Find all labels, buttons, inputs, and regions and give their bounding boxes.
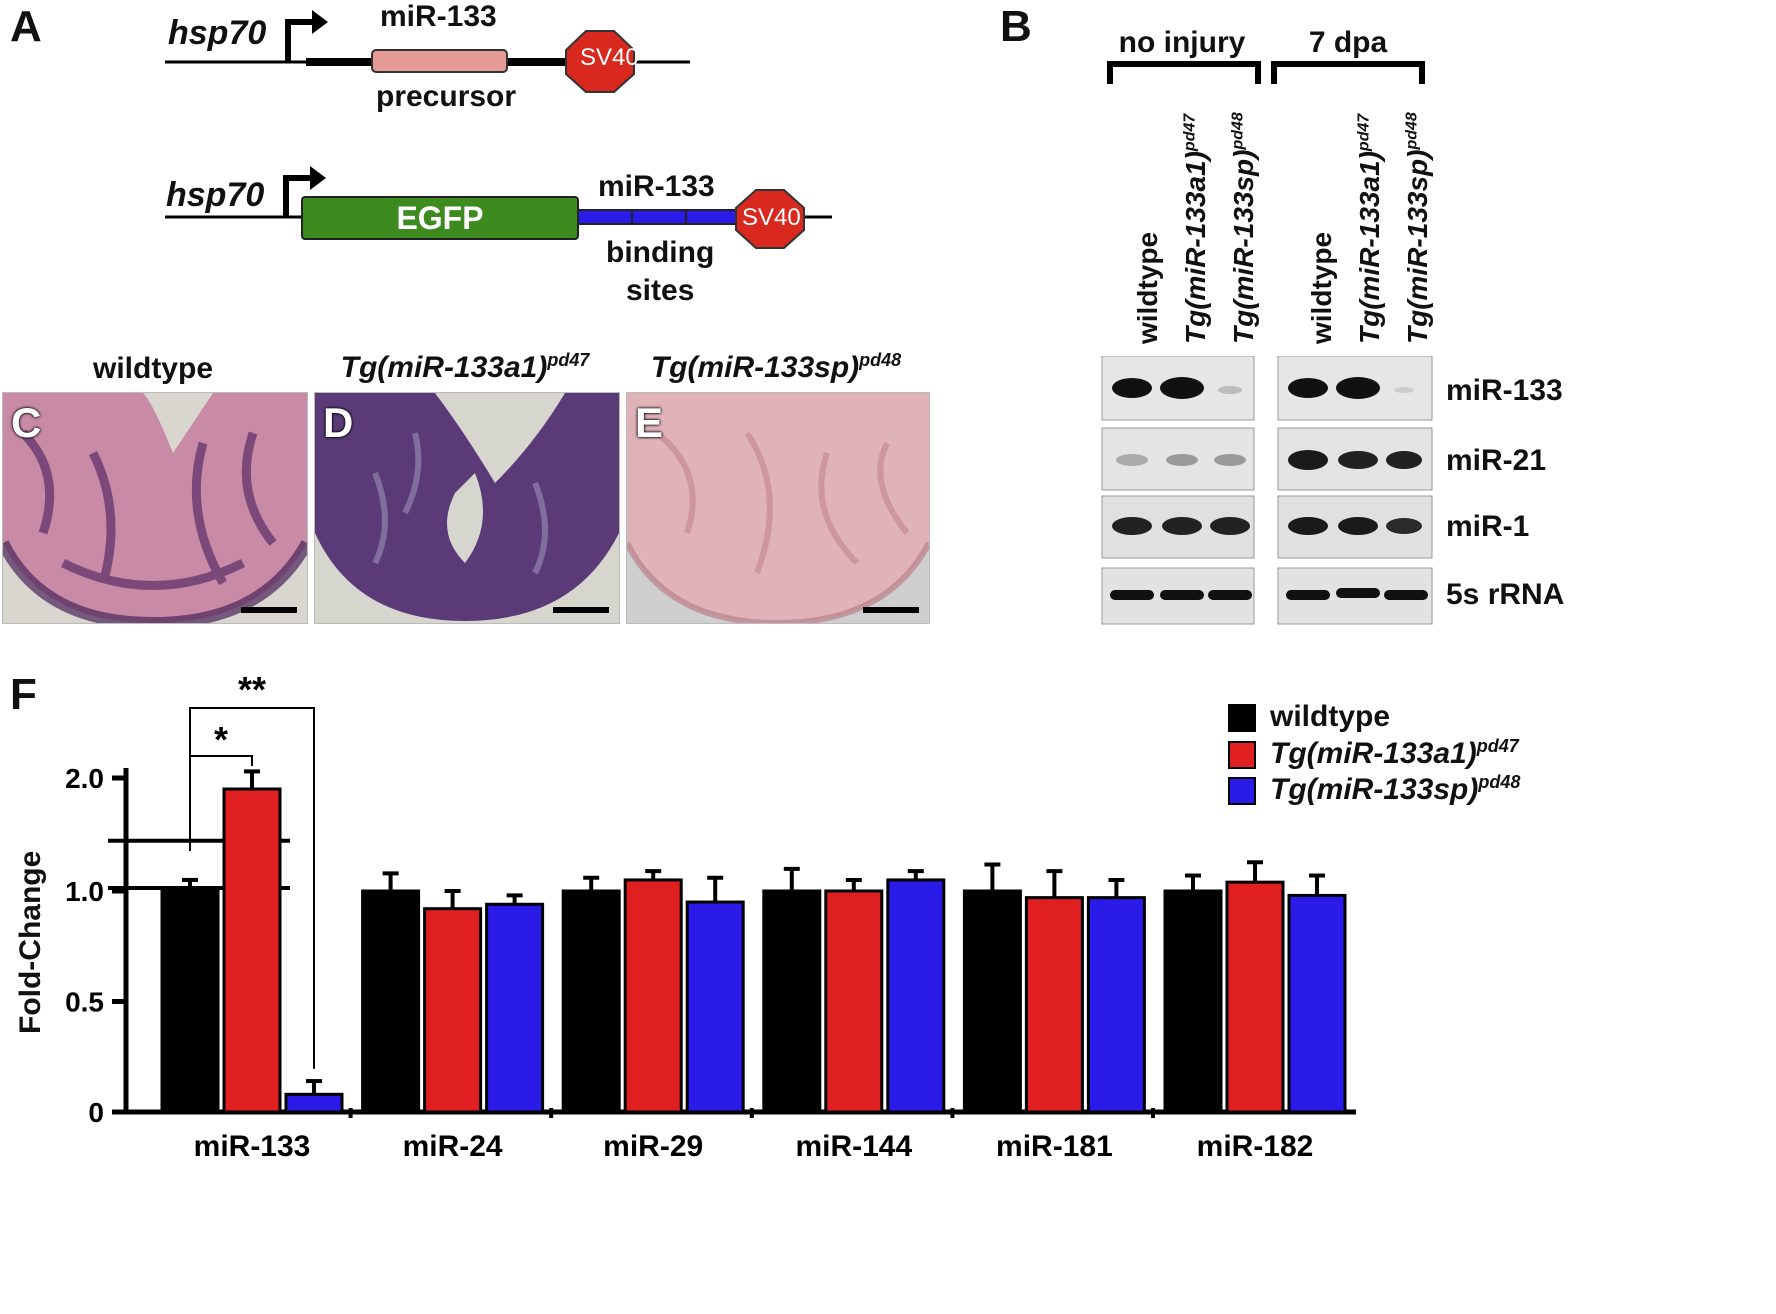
binding-site-3 [685,209,741,225]
condition-no-injury: no injury [1118,26,1246,59]
scale-bar [241,607,297,613]
binding-site-1 [577,209,633,225]
construct2-reporter: EGFP [396,200,484,236]
y-tick-label: 2.0 [65,763,104,794]
significance-inner: * [214,719,228,760]
bar-miR-133-1 [222,787,282,1114]
lane-label-tg133sp-2: Tg(miR-133sp)pd48 [1402,112,1433,344]
bar-miR-181-0 [962,889,1022,1114]
bar-miR-144-0 [762,889,822,1114]
y-tick-label: 0 [88,1097,104,1128]
x-tick-label: miR-182 [1197,1130,1314,1163]
construct1-promoter: hsp70 [168,14,267,52]
panel-label-d: D [323,399,354,446]
bar-miR-133-2 [284,1092,344,1114]
binding-site-2 [631,209,687,225]
northern-blot [1101,356,1433,625]
lane-label-wildtype-2: wildtype [1306,231,1337,344]
bar-miR-182-0 [1163,889,1223,1114]
significance-outer: ** [238,669,266,710]
bar-miR-133-0 [160,889,220,1114]
bar-miR-181-1 [1024,896,1084,1114]
histology-image-wildtype: C [2,392,308,624]
bar-miR-29-1 [623,878,683,1114]
legend-item-wildtype: wildtype [1228,700,1390,734]
panel-label-a: A [10,2,42,51]
construct2-element-line2: sites [626,274,695,307]
promoter-arrow-icon [283,175,313,217]
bar-miR-182-2 [1287,893,1347,1114]
panel-label-b: B [1000,2,1032,51]
condition-brackets [1107,61,1425,84]
histology-image-tg133a1: D [314,392,620,624]
legend-item-tg133a1: Tg(miR-133a1)pd47 [1228,736,1519,771]
bar-miR-29-2 [685,900,745,1114]
legend-swatch-tg133a1 [1228,741,1256,770]
bar-miR-24-2 [485,902,545,1114]
x-tick-label: miR-133 [194,1130,311,1163]
histology-title-tg133sp: Tg(miR-133sp)pd48 [650,350,902,384]
condition-7dpa: 7 dpa [1308,26,1388,59]
x-tick-label: miR-144 [795,1130,912,1163]
scale-bar [553,607,609,613]
promoter-arrowhead-icon [312,10,328,34]
blot-row-mir1: miR-1 [1446,510,1530,543]
blot-row-mir133: miR-133 [1446,374,1563,407]
bar-miR-144-1 [824,889,884,1114]
bar-miR-144-2 [886,878,946,1114]
promoter-arrow-icon [285,19,315,62]
bar-miR-182-1 [1225,880,1285,1114]
x-tick-label: miR-29 [603,1130,703,1163]
bar-miR-24-0 [361,889,421,1114]
blot-row-5s-rrna: 5s rRNA [1446,578,1565,611]
lane-label-wildtype-1: wildtype [1132,231,1163,344]
y-tick-label: 1.0 [65,876,104,907]
lane-label-tg133a1-2: Tg(miR-133a1)pd47 [1354,113,1385,344]
panel-label-f: F [10,670,37,719]
histology-image-tg133sp: E [626,392,930,624]
significance-bracket-inner [189,755,253,851]
y-tick-label: 0.5 [65,987,104,1018]
construct2-mirna: miR-133 [598,170,715,203]
construct1-element: precursor [376,80,517,113]
histology-title-wildtype: wildtype [92,352,213,385]
bar-miR-24-1 [423,907,483,1114]
construct2-terminator: SV40 [742,204,801,231]
panel-label-c: C [11,399,42,446]
fold-change-chart: 0 0.5 1.0 2.0 miR-133 miR-24 miR-29 miR-144 miR-… [65,669,1356,1163]
scale-bar [863,607,919,613]
promoter-arrowhead-icon [310,166,326,190]
construct1-terminator: SV40 [580,44,639,71]
blot-row-mir21: miR-21 [1446,444,1547,477]
construct-precursor-diagram [165,10,690,93]
lane-label-tg133sp-1: Tg(miR-133sp)pd48 [1228,112,1259,344]
construct-sponge-diagram [165,166,832,249]
bar-miR-29-0 [561,889,621,1114]
x-tick-label: miR-24 [403,1130,503,1163]
construct2-promoter: hsp70 [166,176,265,214]
construct2-element-line1: binding [606,236,715,269]
construct1-mirna: miR-133 [380,0,497,33]
precursor-box [371,49,508,73]
panel-label-e: E [635,399,664,446]
lane-label-tg133a1-1: Tg(miR-133a1)pd47 [1180,113,1211,344]
legend-swatch-wildtype [1228,704,1256,733]
x-tick-label: miR-181 [996,1130,1113,1163]
histology-title-tg133a1: Tg(miR-133a1)pd47 [340,350,590,384]
sv40-octagon-icon [565,30,635,93]
tissue-region [627,393,929,623]
legend-item-tg133sp: Tg(miR-133sp)pd48 [1228,772,1520,807]
sv40-octagon-icon [735,189,805,249]
bar-miR-181-2 [1086,896,1146,1114]
legend-swatch-tg133sp [1228,777,1256,806]
